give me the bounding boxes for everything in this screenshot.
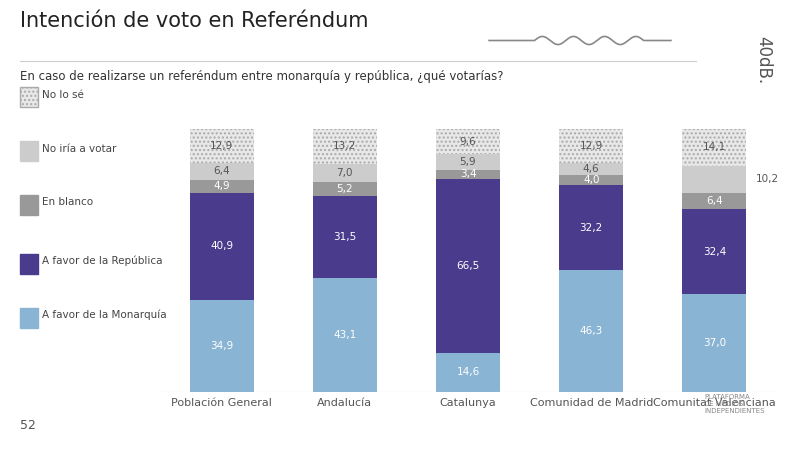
Text: 9,6: 9,6 (460, 137, 476, 147)
Bar (682, 294, 746, 392)
Text: 32,4: 32,4 (702, 247, 726, 257)
Bar (190, 180, 254, 193)
Text: 46,3: 46,3 (579, 326, 603, 336)
Text: 13,2: 13,2 (333, 141, 357, 151)
Bar (436, 179, 500, 353)
Text: 12,9: 12,9 (579, 141, 603, 151)
Text: 43,1: 43,1 (333, 330, 357, 340)
Bar (682, 129, 746, 166)
Bar (559, 163, 623, 175)
Text: 34,9: 34,9 (210, 341, 234, 351)
Text: Intención de voto en Referéndum: Intención de voto en Referéndum (20, 11, 369, 31)
Text: A favor de la Monarquía: A favor de la Monarquía (42, 310, 167, 320)
Bar (559, 185, 623, 270)
Text: En caso de realizarse un referéndum entre monarquía y república, ¿qué votarías?: En caso de realizarse un referéndum entr… (20, 70, 503, 83)
Text: 5,9: 5,9 (460, 157, 476, 167)
Bar (436, 170, 500, 179)
Text: 37,0: 37,0 (703, 338, 726, 348)
Bar (436, 353, 500, 392)
Text: 31,5: 31,5 (333, 232, 357, 242)
Bar (682, 209, 746, 294)
Text: 14,6: 14,6 (456, 367, 480, 378)
Text: PLATAFORMA
DE MEDIOS
INDEPENDIENTES: PLATAFORMA DE MEDIOS INDEPENDIENTES (704, 394, 765, 414)
Text: (%): (%) (20, 92, 38, 102)
Text: 12,9: 12,9 (210, 141, 234, 151)
Text: En blanco: En blanco (42, 198, 94, 207)
Text: 6,4: 6,4 (214, 166, 230, 176)
Bar (559, 270, 623, 392)
Text: 5,2: 5,2 (337, 184, 353, 194)
Bar (190, 129, 254, 163)
Bar (436, 154, 500, 170)
Text: 40dB.: 40dB. (754, 36, 772, 84)
Text: 4,6: 4,6 (583, 164, 599, 174)
Text: A favor de la República: A favor de la República (42, 256, 163, 266)
Bar (313, 279, 377, 392)
Text: 14,1: 14,1 (702, 142, 726, 152)
Bar (190, 163, 254, 180)
Bar (682, 166, 746, 193)
Bar (436, 129, 500, 154)
Bar (682, 193, 746, 209)
Text: 52: 52 (20, 419, 36, 432)
Bar (313, 164, 377, 182)
Bar (190, 193, 254, 300)
Bar (313, 196, 377, 279)
Text: 40,9: 40,9 (210, 241, 233, 251)
Bar (559, 129, 623, 163)
Text: 66,5: 66,5 (456, 261, 480, 271)
Text: 4,9: 4,9 (214, 181, 230, 191)
Text: No lo sé: No lo sé (42, 90, 84, 99)
Bar (313, 129, 377, 164)
Text: 3,4: 3,4 (460, 169, 476, 179)
Text: 7,0: 7,0 (337, 168, 353, 178)
Bar (559, 175, 623, 185)
Text: No iría a votar: No iría a votar (42, 144, 117, 153)
Text: 4,0: 4,0 (583, 175, 599, 185)
Text: 32,2: 32,2 (579, 223, 603, 233)
Bar (190, 300, 254, 392)
Text: 6,4: 6,4 (706, 196, 722, 206)
Bar (313, 182, 377, 196)
Text: 10,2: 10,2 (756, 174, 779, 184)
